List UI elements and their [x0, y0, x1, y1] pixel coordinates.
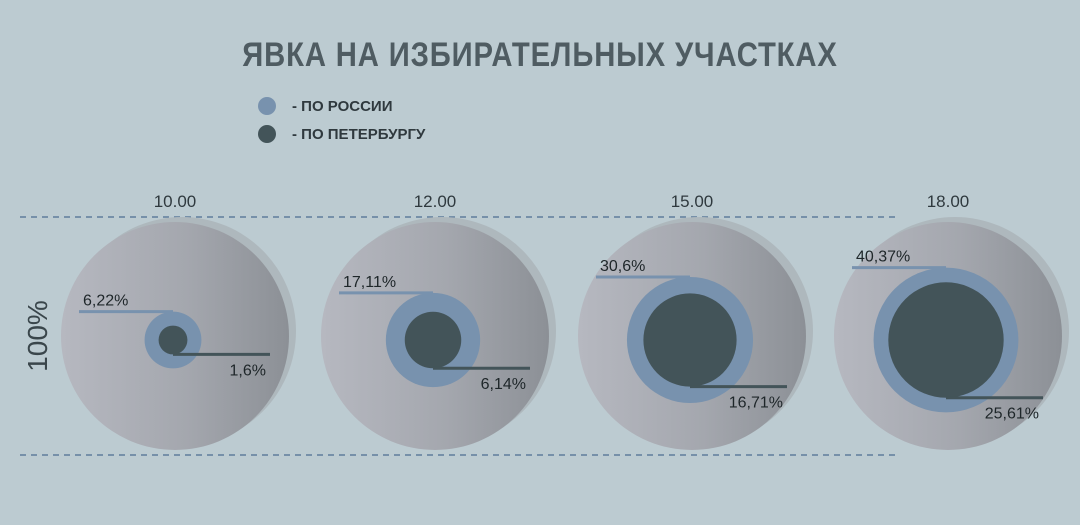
legend-label-petersburg: - ПО ПЕТЕРБУРГУ: [292, 125, 426, 143]
time-label: 10.00: [154, 192, 197, 211]
time-label: 12.00: [414, 192, 457, 211]
bubble-petersburg: [643, 293, 737, 387]
data-label-russia: 17,11%: [343, 274, 396, 291]
legend-dot-russia: [258, 97, 276, 115]
legend-item-russia: - ПО РОССИИ: [258, 92, 425, 120]
bubble-petersburg: [158, 325, 188, 355]
data-label-petersburg: 6,14%: [481, 376, 526, 393]
legend-label-russia: - ПО РОССИИ: [292, 97, 393, 115]
chart-title: ЯВКА НА ИЗБИРАТЕЛЬНЫХ УЧАСТКАХ: [242, 36, 838, 74]
data-label-russia: 40,37%: [856, 249, 910, 266]
legend-dot-petersburg: [258, 125, 276, 143]
data-label-russia: 6,22%: [83, 293, 128, 310]
data-label-petersburg: 25,61%: [985, 406, 1039, 423]
legend: - ПО РОССИИ - ПО ПЕТЕРБУРГУ: [258, 92, 425, 148]
legend-item-petersburg: - ПО ПЕТЕРБУРГУ: [258, 120, 425, 148]
time-label: 15.00: [671, 192, 714, 211]
time-label: 18.00: [927, 192, 970, 211]
data-label-petersburg: 1,6%: [230, 362, 266, 379]
data-label-russia: 30,6%: [600, 258, 645, 275]
y-axis-label: 100%: [22, 300, 53, 372]
data-label-petersburg: 16,71%: [729, 395, 783, 412]
bubble-petersburg: [404, 311, 462, 369]
bubble-petersburg: [888, 282, 1004, 398]
